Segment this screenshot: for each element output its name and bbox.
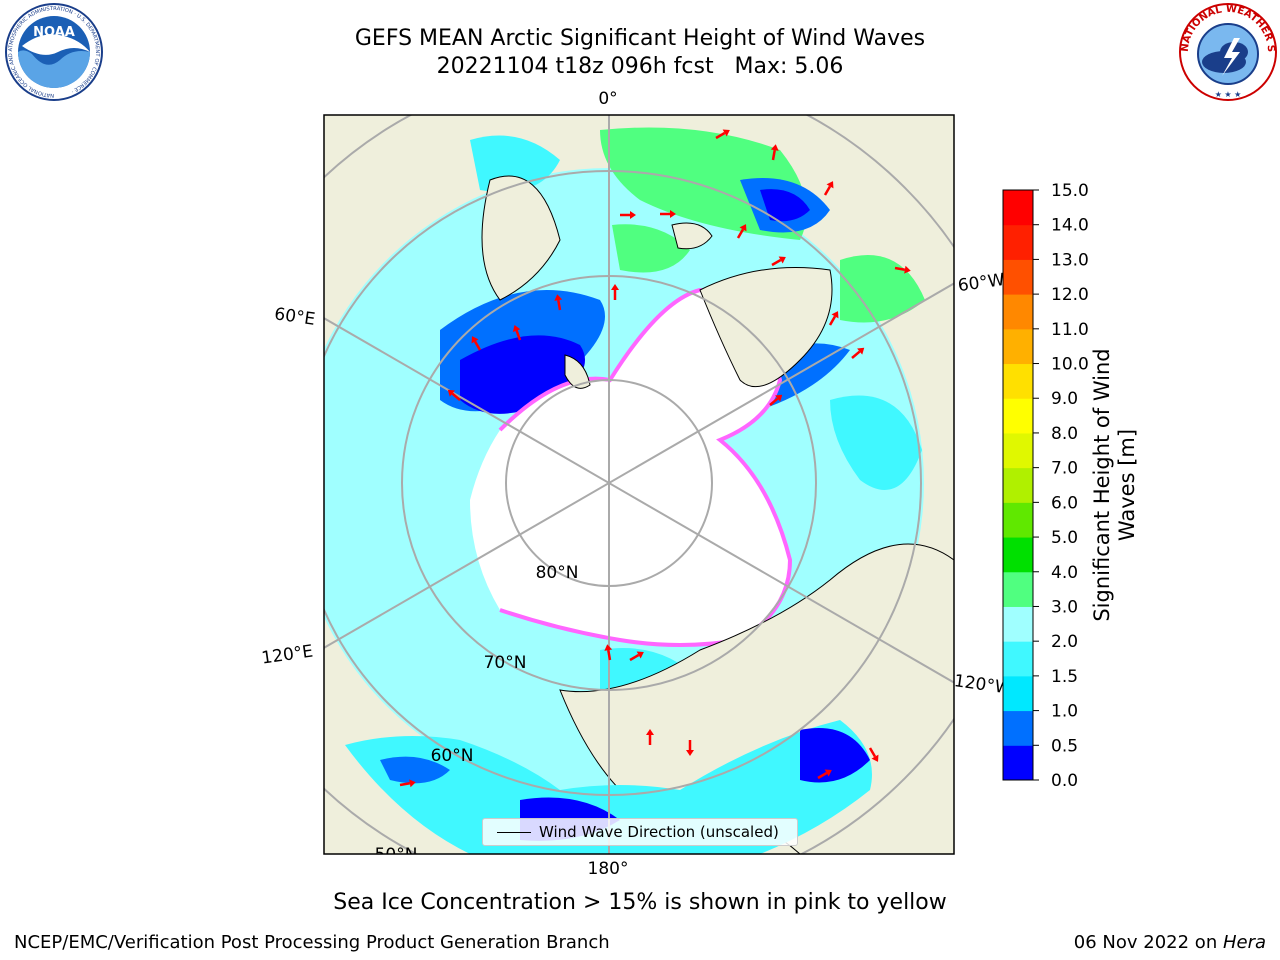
colorbar-swatch xyxy=(1003,432,1033,469)
legend-line-swatch xyxy=(497,831,531,833)
colorbar-tick-label: 6.0 xyxy=(1051,493,1078,513)
wave-arrow xyxy=(823,181,834,196)
wave-arrow xyxy=(851,347,865,359)
legend-label: Wind Wave Direction (unscaled) xyxy=(539,823,779,841)
graticule xyxy=(324,115,954,854)
lon-label-180: 180° xyxy=(588,859,629,879)
colorbar-tick-label: 4.0 xyxy=(1051,563,1078,583)
colorbar-tick-label: 5.0 xyxy=(1051,528,1078,548)
colorbar-tick-label: 15.0 xyxy=(1051,181,1089,201)
wave-arrow xyxy=(770,144,779,161)
wave-arrow xyxy=(817,769,832,780)
lat-label-70n: 70°N xyxy=(484,653,527,673)
nws-logo: NATIONAL WEATHER SERVICE ★ ★ ★ xyxy=(1176,2,1277,101)
wave-arrow xyxy=(471,336,482,351)
colorbar-tick-label: 0.0 xyxy=(1051,771,1078,791)
footer-machine: Hera xyxy=(1222,932,1266,953)
map-subtitle: 20221104 t18z 096h fcst Max: 5.06 xyxy=(436,54,844,79)
colorbar-tick-label: 2.0 xyxy=(1051,632,1078,652)
wave-arrow xyxy=(660,210,676,218)
colorbar-tick-label: 1.0 xyxy=(1051,702,1078,722)
sea-ice-pack xyxy=(470,290,790,645)
colorbar-swatch xyxy=(1003,571,1033,607)
colorbar-swatch xyxy=(1003,363,1033,399)
colorbar-swatch xyxy=(1003,467,1033,503)
wave-arrow xyxy=(646,729,654,745)
svalbard-land xyxy=(671,222,713,250)
lat-label-50n: 50°N xyxy=(375,845,418,865)
ice-caption: Sea Ice Concentration > 15% is shown in … xyxy=(333,890,947,915)
wave-arrow xyxy=(611,284,619,300)
wave-arrow xyxy=(715,129,730,140)
lat-label-80n: 80°N xyxy=(536,563,579,583)
wave-arrow xyxy=(604,644,613,661)
footer-credit: NCEP/EMC/Verification Post Processing Pr… xyxy=(14,932,610,953)
colorbar-swatch xyxy=(1003,606,1033,642)
novaya-zemlya-land xyxy=(564,354,591,389)
colorbar-swatch xyxy=(1003,294,1033,330)
svg-text:★ ★ ★: ★ ★ ★ xyxy=(1215,90,1242,99)
wave-arrow xyxy=(620,211,636,219)
wave-arrow xyxy=(629,651,644,662)
colorbar-tick-label: 14.0 xyxy=(1051,216,1089,236)
footer-date: 06 Nov 2022 on Hera xyxy=(1073,932,1266,953)
colorbar-swatch xyxy=(1003,190,1033,226)
colorbar-swatch xyxy=(1003,537,1033,573)
greenland-land xyxy=(699,267,833,388)
colorbar-swatch xyxy=(1003,398,1033,434)
colorbar-frame xyxy=(1002,189,1034,781)
colorbar-tick-label: 1.5 xyxy=(1051,667,1078,687)
colorbar-tick-label: 13.0 xyxy=(1051,250,1089,270)
colorbar-tick-label: 7.0 xyxy=(1051,459,1078,479)
scandinavia-land xyxy=(481,175,561,301)
colorbar-swatch xyxy=(1003,259,1033,295)
wave-arrow xyxy=(399,779,416,788)
colorbar-swatch xyxy=(1003,502,1033,538)
map-frame xyxy=(323,114,955,855)
wave-arrow xyxy=(736,224,747,239)
noaa-logo: NOAA NATIONAL OCEANIC AND ATMOSPHERIC AD… xyxy=(5,3,103,101)
wind-wave-arrows xyxy=(399,129,911,788)
wave-arrow xyxy=(868,747,879,762)
colorbar-swatch xyxy=(1003,328,1033,365)
wave-arrow xyxy=(686,740,694,756)
colorbar-tick-label: 0.5 xyxy=(1051,736,1078,756)
colorbar-tick-label: 12.0 xyxy=(1051,285,1089,305)
colorbar-swatch xyxy=(1003,224,1033,260)
colorbar-tick-label: 8.0 xyxy=(1051,424,1078,444)
wave-arrow xyxy=(771,256,786,267)
colorbar-tick-label: 10.0 xyxy=(1051,355,1089,375)
colorbar-tick-label: 3.0 xyxy=(1051,597,1078,617)
wave-arrow xyxy=(894,265,911,274)
wave-arrow xyxy=(769,394,783,406)
colorbar-swatch xyxy=(1003,641,1033,677)
noaa-logo-text: NOAA xyxy=(33,25,75,40)
colorbar-swatch xyxy=(1003,745,1033,781)
colorbar-swatch xyxy=(1003,710,1033,746)
colorbar-label: Significant Height of Wind Waves [m] xyxy=(1090,348,1139,622)
lat-label-60n: 60°N xyxy=(431,746,474,766)
colorbar-swatch xyxy=(1003,675,1033,712)
lon-label-0: 0° xyxy=(598,89,617,109)
ice-edge xyxy=(498,287,793,647)
colorbar-tick-label: 11.0 xyxy=(1051,320,1089,340)
wave-arrow xyxy=(447,389,461,401)
colorbar-tick-label: 9.0 xyxy=(1051,389,1078,409)
wave-arrow xyxy=(512,324,522,341)
map-legend: Wind Wave Direction (unscaled) xyxy=(482,818,798,846)
wave-arrow xyxy=(554,294,563,311)
map-title: GEFS MEAN Arctic Significant Height of W… xyxy=(354,26,926,51)
wave-arrow xyxy=(828,311,839,326)
